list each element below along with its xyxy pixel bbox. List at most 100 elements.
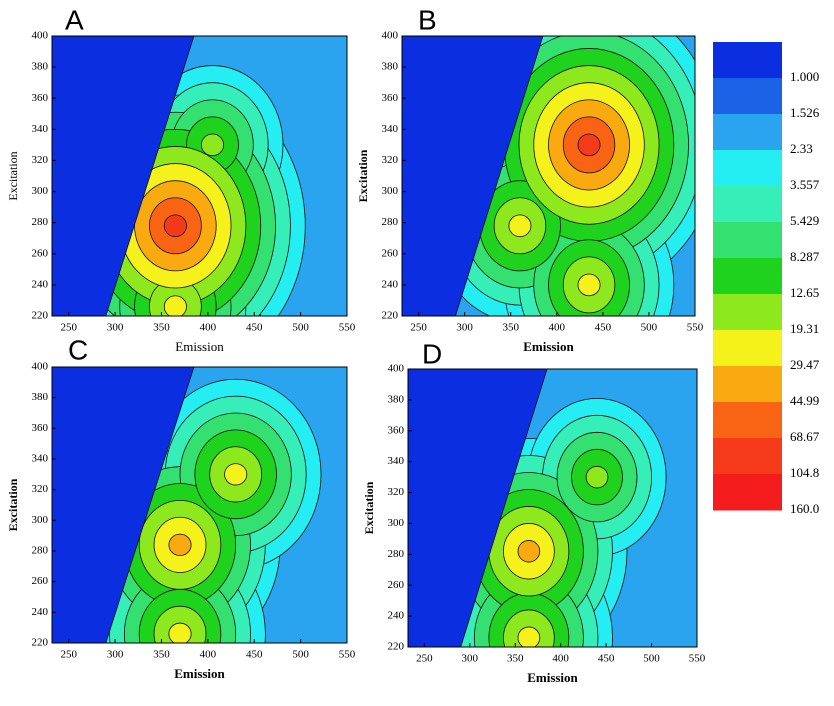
y-tick-label: 380 (32, 61, 49, 73)
y-axis-label: Excitation (356, 149, 370, 202)
contour-level (577, 133, 601, 157)
x-tick-label: 450 (595, 322, 612, 334)
y-tick-label: 380 (382, 61, 399, 73)
contour-level (585, 465, 609, 489)
panel-letter: D (422, 338, 442, 369)
contour-level (163, 295, 187, 316)
colorbar-label: 29.47 (790, 357, 820, 372)
contour-level (224, 463, 248, 486)
y-tick-label: 320 (32, 483, 49, 495)
plot-area (52, 36, 347, 316)
x-tick-label: 250 (410, 322, 427, 334)
x-tick-label: 250 (60, 322, 77, 334)
y-tick-label: 240 (32, 606, 49, 618)
plot-frame (401, 35, 696, 317)
scatter-region (52, 36, 195, 316)
colorbar-label: 1.000 (790, 69, 819, 84)
colorbar-label: 5.429 (790, 213, 819, 228)
y-tick-label: 300 (388, 517, 405, 529)
colorbar-label: 1.526 (790, 105, 820, 120)
contour-level (168, 533, 192, 556)
y-tick-label: 400 (32, 30, 49, 42)
x-tick-label: 400 (200, 649, 217, 661)
y-tick-label: 320 (388, 486, 405, 498)
x-tick-label: 350 (153, 649, 170, 661)
x-tick-label: 500 (641, 322, 658, 334)
y-tick-label: 260 (32, 247, 49, 259)
y-tick-label: 380 (388, 393, 405, 405)
y-tick-label: 280 (32, 545, 49, 557)
x-tick-label: 550 (689, 653, 706, 665)
panel-letter: B (418, 4, 437, 35)
contour-level (168, 622, 192, 643)
x-tick-label: 400 (552, 653, 569, 665)
x-tick-label: 550 (687, 322, 704, 334)
colorbar-label: 68.67 (790, 429, 820, 444)
x-tick-label: 250 (416, 653, 433, 665)
x-tick-label: 250 (60, 649, 77, 661)
colorbar-band (713, 186, 782, 223)
colorbar-band (713, 402, 782, 439)
colorbar-label: 3.557 (790, 177, 820, 192)
colorbar-band (713, 114, 782, 151)
plot-frame (51, 366, 348, 644)
y-tick-label: 280 (382, 216, 399, 228)
y-axis-label: Excitation (6, 478, 20, 531)
y-tick-label: 380 (32, 391, 49, 403)
plot-frame (51, 35, 348, 317)
colorbar-label: 104.8 (790, 465, 819, 480)
x-tick-label: 450 (598, 653, 615, 665)
plot-area (52, 367, 347, 643)
scatter-region (52, 367, 195, 643)
colorbar-label: 160.0 (790, 501, 819, 516)
colorbar-label: 12.65 (790, 285, 819, 300)
y-tick-label: 360 (32, 92, 49, 104)
y-tick-label: 300 (32, 514, 49, 526)
x-tick-label: 300 (107, 649, 124, 661)
colorbar-label: 2.33 (790, 141, 813, 156)
x-tick-label: 400 (549, 322, 566, 334)
x-axis-label: Emission (523, 339, 574, 354)
panel-letter: A (65, 4, 84, 35)
colorbar-label: 8.287 (790, 249, 820, 264)
colorbar-band (713, 258, 782, 295)
x-axis-label: Emission (174, 666, 225, 681)
y-tick-label: 400 (388, 363, 405, 375)
y-tick-label: 340 (382, 123, 399, 135)
y-tick-label: 240 (32, 278, 49, 290)
scatter-region (402, 36, 544, 316)
y-tick-label: 220 (32, 637, 49, 649)
plot-area (402, 36, 695, 316)
y-tick-label: 300 (32, 185, 49, 197)
x-tick-label: 500 (643, 653, 660, 665)
x-tick-label: 300 (462, 653, 479, 665)
colorbar-band (713, 222, 782, 259)
colorbar-band (713, 150, 782, 187)
x-tick-label: 450 (246, 649, 263, 661)
contour-level (517, 626, 541, 647)
x-tick-label: 550 (339, 322, 356, 334)
x-axis-label: Emission (527, 670, 578, 685)
y-tick-label: 300 (382, 185, 399, 197)
y-tick-label: 400 (32, 361, 49, 373)
y-tick-label: 220 (32, 310, 49, 322)
x-tick-label: 300 (456, 322, 473, 334)
y-tick-label: 360 (388, 424, 405, 436)
y-tick-label: 280 (388, 548, 405, 560)
x-tick-label: 350 (502, 322, 519, 334)
scatter-region (408, 369, 548, 647)
y-tick-label: 340 (32, 453, 49, 465)
panel-letter: C (68, 334, 88, 365)
x-axis-label: Emission (175, 339, 224, 354)
y-axis-label: Excitation (362, 481, 376, 534)
colorbar-band (713, 474, 782, 511)
colorbar-band (713, 366, 782, 403)
colorbar-label: 44.99 (790, 393, 819, 408)
y-tick-label: 320 (382, 154, 399, 166)
y-tick-label: 360 (32, 422, 49, 434)
x-tick-label: 500 (292, 322, 309, 334)
y-tick-label: 220 (382, 310, 399, 322)
colorbar-band (713, 438, 782, 475)
y-tick-label: 260 (32, 575, 49, 587)
